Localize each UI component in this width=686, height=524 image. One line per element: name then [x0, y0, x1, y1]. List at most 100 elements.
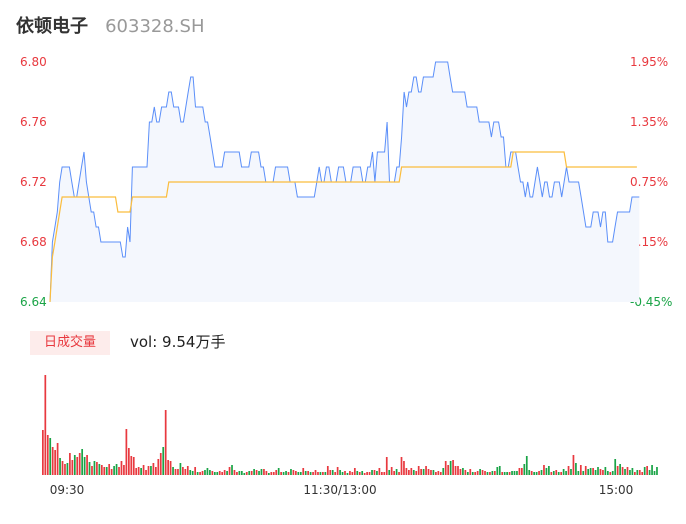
- volume-bar: [326, 466, 329, 475]
- volume-bar: [513, 471, 516, 475]
- volume-bar: [552, 471, 555, 475]
- volume-bar: [339, 470, 341, 475]
- volume-bar: [636, 470, 639, 475]
- price-series-line: [49, 61, 640, 303]
- volume-bar: [194, 467, 197, 475]
- x-tick-label: 15:00: [599, 483, 634, 497]
- stock-code: 603328.SH: [105, 16, 205, 37]
- volume-bar: [127, 448, 130, 475]
- volume-bar: [393, 471, 395, 475]
- volume-bar: [643, 467, 646, 475]
- volume-bar: [567, 466, 570, 475]
- volume-bar: [361, 471, 364, 475]
- volume-bar: [597, 467, 599, 475]
- volume-bar: [388, 470, 391, 475]
- volume-bar: [59, 458, 61, 475]
- volume-bar: [548, 466, 550, 475]
- volume-bar: [282, 472, 285, 475]
- volume-bar: [508, 472, 511, 475]
- volume-bar: [132, 457, 135, 475]
- volume-bar: [233, 470, 236, 475]
- volume-bar: [263, 469, 265, 475]
- volume-bar: [120, 461, 123, 475]
- volume-bar: [179, 463, 182, 475]
- volume-bar: [469, 469, 472, 475]
- volume-bar: [656, 467, 658, 475]
- volume-bar: [44, 375, 47, 475]
- volume-bar: [562, 469, 565, 475]
- average-series-line: [49, 151, 637, 303]
- volume-bar: [272, 472, 275, 475]
- y-right-tick-label: -0.45%: [630, 295, 672, 309]
- volume-bar: [331, 470, 334, 475]
- volume-bar: [353, 468, 356, 475]
- volume-bar: [395, 469, 398, 475]
- volume-bar: [211, 471, 214, 475]
- volume-bar: [457, 466, 459, 475]
- volume-bar: [363, 473, 366, 475]
- volume-bar: [49, 438, 52, 475]
- volume-bar: [103, 467, 106, 475]
- volume-bar: [341, 472, 344, 475]
- volume-bar: [93, 461, 96, 475]
- volume-bar: [439, 472, 442, 475]
- volume-bar: [292, 470, 295, 475]
- volume-bar: [577, 471, 580, 475]
- volume-bar: [204, 470, 206, 475]
- volume-bar: [594, 470, 597, 475]
- volume-bar: [506, 472, 508, 475]
- volume-bar: [462, 468, 464, 475]
- volume-bar: [444, 461, 447, 475]
- volume-bar: [459, 469, 462, 475]
- volume-bar: [464, 470, 467, 475]
- volume-bar: [422, 469, 425, 475]
- volume-bar: [638, 470, 641, 475]
- volume-bar: [61, 461, 64, 475]
- volume-bar: [189, 470, 192, 475]
- volume-bar: [123, 465, 125, 475]
- volume-bar: [503, 472, 506, 475]
- volume-bar: [218, 471, 221, 475]
- volume-bar: [501, 472, 504, 475]
- volume-bar: [555, 470, 558, 475]
- volume-bar: [73, 455, 76, 475]
- volume-bar: [275, 470, 278, 475]
- stock-name: 依顿电子: [16, 16, 88, 37]
- volume-bar: [435, 472, 437, 475]
- volume-bar: [518, 468, 521, 475]
- volume-bar: [412, 470, 415, 475]
- volume-bar: [118, 467, 120, 475]
- volume-bar: [498, 466, 501, 475]
- volume-bar: [258, 471, 260, 475]
- volume-bar: [385, 457, 388, 475]
- volume-bar: [619, 464, 621, 475]
- volume-bar: [376, 471, 378, 475]
- volume-bar: [491, 471, 494, 475]
- volume-bar: [624, 469, 626, 475]
- volume-bar: [582, 471, 585, 475]
- y-left-tick-label: 6.72: [20, 175, 47, 189]
- volume-bar: [371, 470, 373, 475]
- volume-bar: [304, 471, 307, 475]
- volume-bar: [105, 467, 108, 475]
- volume-bar: [164, 410, 167, 475]
- volume-bar: [550, 472, 553, 475]
- volume-bar: [265, 471, 268, 475]
- volume-bar: [540, 470, 543, 475]
- volume-bar: [521, 468, 523, 475]
- volume-bar: [420, 469, 423, 475]
- volume-bar: [646, 466, 648, 475]
- volume-bar: [191, 471, 194, 475]
- volume-bar: [489, 472, 491, 475]
- volume-bar: [167, 460, 169, 475]
- volume-bar: [390, 467, 393, 475]
- volume-bar: [76, 457, 79, 475]
- volume-bar: [606, 471, 609, 475]
- volume-bar: [609, 472, 612, 475]
- volume-bar: [452, 460, 454, 475]
- volume-bar: [575, 463, 577, 475]
- daily-volume-badge[interactable]: 日成交量: [30, 331, 110, 355]
- volume-bar: [88, 462, 91, 475]
- volume-bar: [621, 467, 624, 475]
- volume-bar: [280, 472, 282, 475]
